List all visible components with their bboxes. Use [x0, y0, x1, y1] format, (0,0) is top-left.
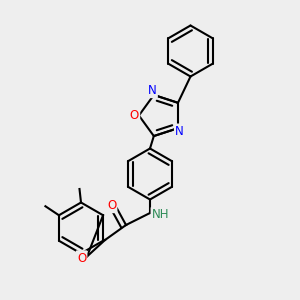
Text: N: N [148, 84, 157, 97]
Text: O: O [77, 251, 86, 265]
Text: N: N [175, 125, 184, 138]
Text: O: O [107, 199, 116, 212]
Text: NH: NH [152, 208, 169, 221]
Text: O: O [130, 109, 139, 122]
